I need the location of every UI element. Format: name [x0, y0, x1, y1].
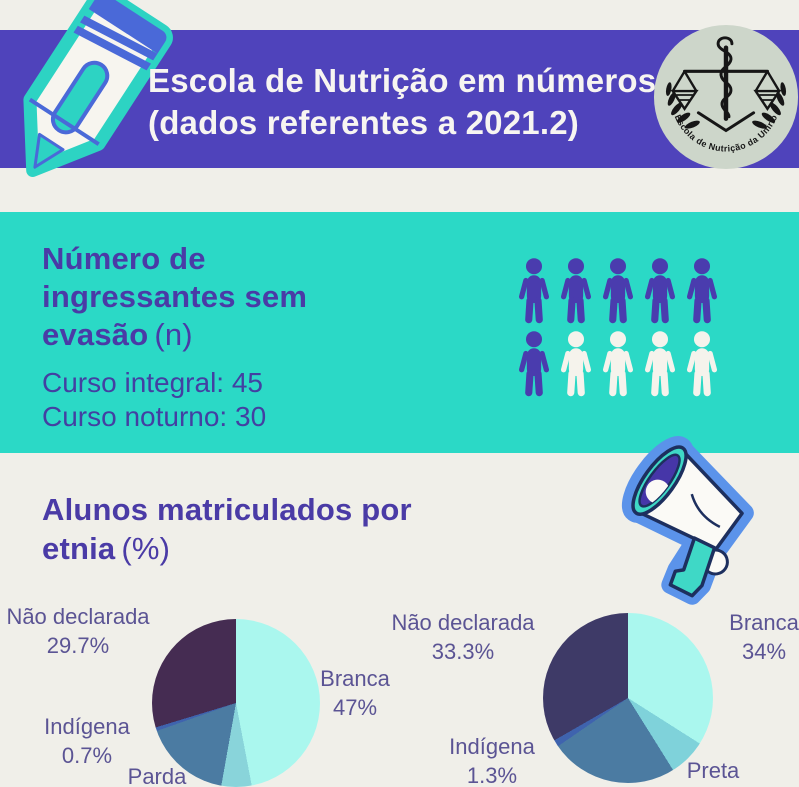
- ethnicity-heading-line-2: etnia (%): [42, 529, 412, 568]
- label-left-nao-declarada: Não declarada 29.7%: [6, 604, 150, 658]
- ingress-heading-line-2: ingressantes sem: [42, 279, 308, 314]
- student-filled-icon: [597, 256, 639, 329]
- ethnicity-heading: Alunos matriculados por etnia (%): [42, 490, 412, 568]
- ingress-heading-line-1: Número de: [42, 241, 206, 276]
- stat-curso-integral: Curso integral: 45: [42, 367, 264, 398]
- student-empty-icon: [639, 329, 681, 402]
- megaphone-icon: [621, 436, 754, 605]
- student-filled-icon: [513, 329, 555, 402]
- school-logo: Escola de Nutrição da Unirio: [652, 23, 799, 171]
- ethnicity-heading-suffix: (%): [121, 531, 171, 566]
- pie-chart-left: [152, 619, 320, 787]
- ingress-heading: Número de ingressantes sem evasão (n): [42, 240, 307, 354]
- ethnicity-heading-line-1: Alunos matriculados por: [42, 492, 412, 527]
- student-empty-icon: [681, 329, 723, 402]
- page-title: Escola de Nutrição em números (dados ref…: [148, 60, 656, 144]
- stat-curso-noturno: Curso noturno: 30: [42, 401, 267, 432]
- label-right-branca: Branca 34%: [729, 610, 799, 664]
- student-filled-icon: [681, 256, 723, 329]
- ingress-section-background: [0, 212, 799, 453]
- student-filled-icon: [555, 256, 597, 329]
- ethnicity-heading-word: etnia: [42, 531, 116, 566]
- label-left-indigena: Indígena 0.7%: [44, 714, 130, 768]
- ingress-stats: Curso integral: 45 Curso noturno: 30: [42, 366, 266, 434]
- title-line-1: Escola de Nutrição em números: [148, 62, 657, 99]
- label-right-preta: Preta: [686, 758, 740, 783]
- ingress-heading-word: evasão: [42, 317, 149, 352]
- title-line-2: (dados referentes a 2021.2): [148, 104, 579, 141]
- student-filled-icon: [639, 256, 681, 329]
- student-filled-icon: [513, 256, 555, 329]
- student-empty-icon: [597, 329, 639, 402]
- pencil-icon: [23, 0, 173, 178]
- pie-chart-right: [543, 613, 713, 783]
- laurel-branches-icon: [665, 82, 787, 129]
- label-right-nao-declarada: Não declarada 33.3%: [391, 610, 535, 664]
- students-pictogram: [513, 256, 723, 402]
- label-left-branca: Branca 47%: [320, 666, 390, 720]
- ingress-heading-line-3: evasão (n): [42, 316, 307, 354]
- label-right-indigena: Indígena 1.3%: [449, 734, 535, 787]
- label-left-parda: Parda: [127, 764, 187, 787]
- ingress-heading-suffix: (n): [154, 317, 193, 352]
- scales-icon: [670, 36, 782, 133]
- student-empty-icon: [555, 329, 597, 402]
